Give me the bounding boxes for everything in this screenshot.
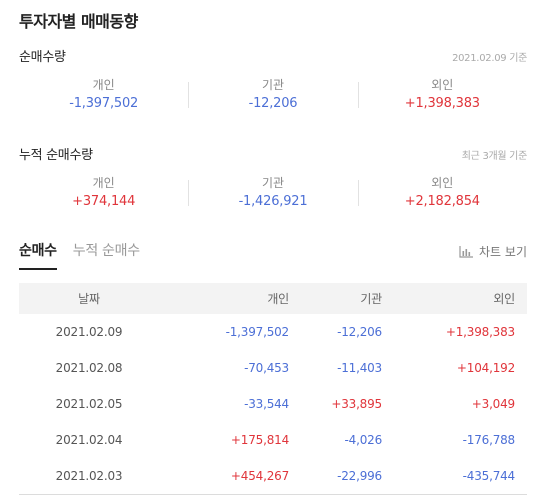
row-individual: +175,814 bbox=[230, 433, 289, 447]
table-row: 2021.02.04 +175,814 -4,026 -176,788 bbox=[19, 422, 527, 458]
summary-individual: 개인 -1,397,502 bbox=[19, 76, 188, 116]
summary-foreign: 외인 +2,182,854 bbox=[357, 174, 527, 214]
summary-label: 개인 bbox=[92, 176, 115, 190]
summary-value: +374,144 bbox=[72, 194, 136, 209]
column-header-date: 날짜 bbox=[19, 283, 159, 314]
net-buy-summary: 개인 -1,397,502 기관 -12,206 외인 +1,398,383 bbox=[19, 76, 527, 116]
summary-institution: 기관 -1,426,921 bbox=[188, 174, 357, 214]
row-foreign: -176,788 bbox=[462, 433, 516, 447]
row-date: 2021.02.03 bbox=[19, 458, 159, 495]
cumulative-section-title: 누적 순매수량 bbox=[19, 148, 93, 163]
row-individual: +454,267 bbox=[159, 458, 290, 495]
column-header-individual: 개인 bbox=[159, 283, 290, 314]
tab-cumulative-net-buy[interactable]: 누적 순매수 bbox=[72, 243, 140, 259]
column-header-institution: 기관 bbox=[290, 283, 382, 314]
row-foreign: -435,744 bbox=[382, 458, 527, 495]
tab-net-buy[interactable]: 순매수 bbox=[19, 240, 57, 270]
row-institution: -22,996 bbox=[290, 458, 382, 495]
view-chart-label: 차트 보기 bbox=[479, 245, 527, 259]
row-institution: -12,206 bbox=[337, 325, 382, 339]
summary-value: -1,397,502 bbox=[69, 96, 139, 111]
cumulative-summary: 개인 +374,144 기관 -1,426,921 외인 +2,182,854 bbox=[19, 174, 527, 214]
summary-label: 기관 bbox=[261, 78, 285, 92]
row-institution: -4,026 bbox=[344, 433, 383, 447]
summary-value: +2,182,854 bbox=[404, 194, 480, 209]
table-header-row: 날짜 개인 기관 외인 bbox=[19, 283, 527, 314]
summary-value: -12,206 bbox=[248, 96, 298, 111]
row-foreign: +104,192 bbox=[456, 361, 515, 375]
summary-value: -1,426,921 bbox=[238, 194, 308, 209]
summary-label: 외인 bbox=[431, 176, 454, 190]
bar-chart-icon bbox=[459, 245, 474, 258]
table-row: 2021.02.08 -70,453 -11,403 +104,192 bbox=[19, 350, 527, 386]
summary-foreign: 외인 +1,398,383 bbox=[357, 76, 527, 116]
summary-value: +1,398,383 bbox=[404, 96, 480, 111]
row-date: 2021.02.09 bbox=[55, 325, 123, 339]
page-title: 투자자별 매매동향 bbox=[19, 12, 138, 31]
trading-table: 날짜 개인 기관 외인 2021.02.09 -1,397,502 -12,20… bbox=[19, 283, 527, 495]
row-individual: -70,453 bbox=[244, 361, 289, 375]
row-foreign: +3,049 bbox=[471, 397, 515, 411]
row-foreign: +1,398,383 bbox=[445, 325, 515, 339]
net-buy-date-note: 2021.02.09 기준 bbox=[452, 53, 527, 64]
table-row: 2021.02.05 -33,544 +33,895 +3,049 bbox=[19, 386, 527, 422]
row-individual: -33,544 bbox=[244, 397, 289, 411]
net-buy-section-title: 순매수량 bbox=[19, 50, 66, 65]
cumulative-period-note: 최근 3개월 기준 bbox=[461, 151, 528, 162]
summary-institution: 기관 -12,206 bbox=[188, 76, 357, 116]
summary-label: 외인 bbox=[431, 78, 454, 92]
row-date: 2021.02.04 bbox=[55, 433, 123, 447]
table-row: 2021.02.03 +454,267 -22,996 -435,744 bbox=[19, 458, 527, 495]
view-chart-button[interactable]: 차트 보기 bbox=[459, 243, 527, 260]
row-date: 2021.02.08 bbox=[55, 361, 123, 375]
row-individual: -1,397,502 bbox=[225, 325, 290, 339]
summary-label: 기관 bbox=[261, 176, 285, 190]
table-row: 2021.02.09 -1,397,502 -12,206 +1,398,383 bbox=[19, 314, 527, 350]
row-date: 2021.02.05 bbox=[55, 397, 123, 411]
column-header-foreign: 외인 bbox=[382, 283, 527, 314]
tab-bar: 순매수 누적 순매수 bbox=[19, 240, 156, 270]
row-institution: +33,895 bbox=[331, 397, 382, 411]
summary-label: 개인 bbox=[92, 78, 115, 92]
row-institution: -11,403 bbox=[337, 361, 382, 375]
summary-individual: 개인 +374,144 bbox=[19, 174, 188, 214]
